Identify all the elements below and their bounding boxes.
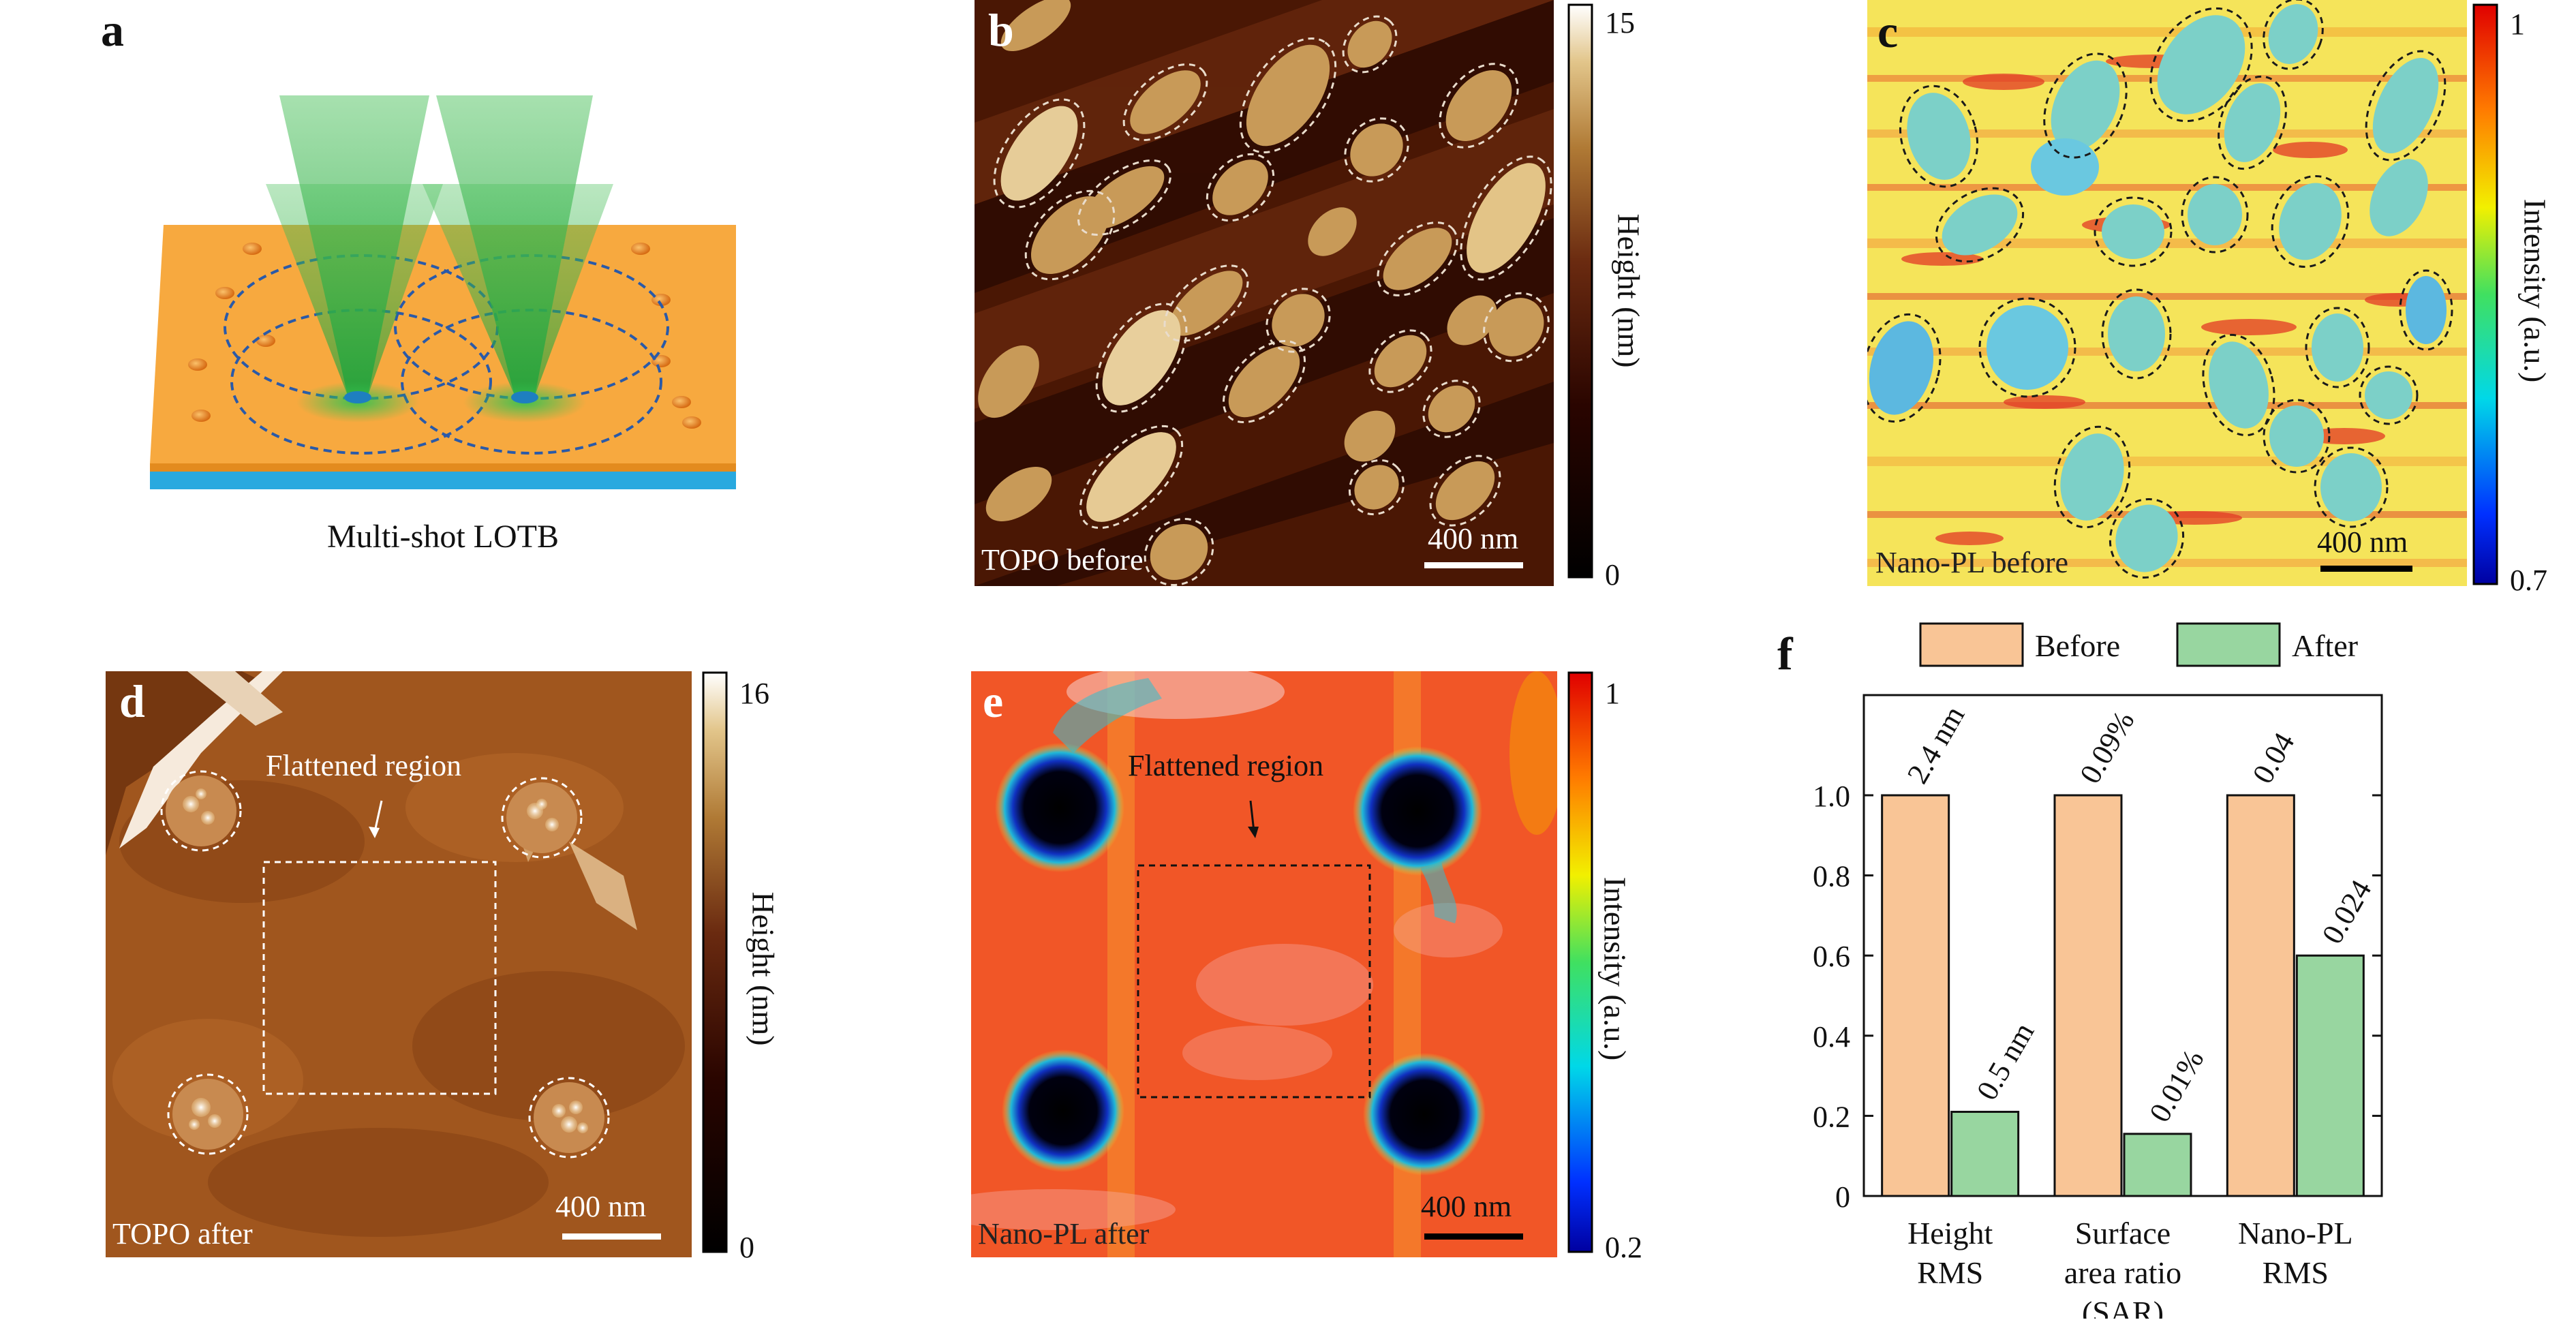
legend-swatch-before: [1919, 622, 2024, 667]
panel-d-cb-title: Height (nm): [746, 891, 781, 1046]
panel-b-image-label: TOPO before: [981, 543, 1144, 577]
legend-label-before: Before: [2035, 628, 2120, 663]
legend-label-after: After: [2292, 628, 2358, 663]
panel-c-scalebar-label: 400 nm: [2317, 525, 2408, 559]
pl-quench-pits: [995, 678, 1486, 1176]
panel-c-cb-title: Intensity (a.u.): [2517, 198, 2553, 383]
bar-before: [2226, 794, 2295, 1197]
panel-d-scalebar-label: 400 nm: [555, 1190, 647, 1223]
panel-b-cb-max: 15: [1605, 6, 1635, 40]
panel-e-cb-max: 1: [1605, 677, 1620, 710]
bar-before: [2053, 794, 2123, 1197]
panel-b-topo-before-image: [975, 0, 1554, 586]
x-tick-label: Nano-PL: [2238, 1216, 2353, 1250]
panel-b-colorbar: [1567, 3, 1593, 579]
arrowhead: [1248, 827, 1259, 838]
arrowhead: [369, 827, 380, 838]
bar-after: [2295, 954, 2365, 1197]
panel-e-nanopl-after-image: [971, 671, 1557, 1257]
x-tick-label: RMS: [2263, 1255, 2329, 1290]
scalebar: [562, 1233, 661, 1240]
panel-e-cb-title: Intensity (a.u.): [1597, 876, 1633, 1061]
flattened-region-box: [1137, 864, 1371, 1099]
panel-d-cb-max: 16: [739, 677, 769, 710]
substrate-edge: [150, 463, 736, 472]
bar-value-label: 0.024: [2316, 874, 2378, 949]
x-tick-label: RMS: [1917, 1255, 1983, 1290]
panel-b-scalebar-label: 400 nm: [1428, 522, 1519, 555]
panel-d-annotation: Flattened region: [266, 749, 462, 782]
grain-outlines: [993, 15, 1552, 586]
panel-a-caption: Multi-shot LOTB: [326, 519, 559, 555]
pl-noise-stripes: [1867, 27, 2467, 567]
x-tick-label: (SAR): [2082, 1295, 2164, 1319]
x-tick-label: Height: [1907, 1216, 1993, 1250]
panel-d-label: d: [119, 675, 145, 727]
panel-c-colorbar: [2472, 3, 2498, 585]
x-tick-label: area ratio: [2064, 1255, 2181, 1290]
panel-b-cb-min: 0: [1605, 558, 1620, 592]
bar-after: [2123, 1133, 2192, 1197]
panel-b-label: b: [988, 4, 1014, 56]
panel-e-label: e: [983, 675, 1004, 727]
bar-value-label: 0.01%: [2143, 1044, 2210, 1128]
topo-grains: [978, 0, 1546, 581]
bar-value-label: 0.09%: [2073, 705, 2141, 789]
panel-c-image-label: Nano-PL before: [1875, 546, 2069, 579]
panel-d-colorbar: [702, 671, 728, 1253]
y-tick-label: 0: [1835, 1180, 1850, 1214]
scalebar: [1424, 1233, 1523, 1240]
bar-value-label: 2.4 nm: [1901, 701, 1972, 789]
lotb-schematic: [150, 95, 736, 489]
y-tick-label: 0.4: [1813, 1020, 1850, 1054]
panel-c-cb-min: 0.7: [2510, 564, 2547, 597]
panel-e-annotation: Flattened region: [1128, 749, 1324, 782]
y-tick-label: 0.2: [1813, 1100, 1850, 1133]
y-tick-label: 0.6: [1813, 940, 1850, 973]
panel-d-cb-min: 0: [739, 1231, 754, 1264]
panel-c-label: c: [1877, 5, 1899, 57]
bar-before: [1881, 794, 1950, 1197]
panel-b-cb-title: Height (nm): [1611, 213, 1646, 368]
y-tick-label: 0.8: [1813, 860, 1850, 893]
panel-e-image-label: Nano-PL after: [978, 1217, 1150, 1250]
panel-d-image-label: TOPO after: [112, 1217, 253, 1250]
x-tick-label: Surface: [2075, 1216, 2171, 1250]
panel-f-bar-chart: Before After 0 0.2 0.4 0.6 0.8 1.0 2.4 nm 0.5 nm H…: [1813, 622, 2383, 1319]
plot-frame: [1862, 694, 2383, 1197]
scalebar: [2320, 566, 2412, 572]
panel-c-cb-max: 1: [2510, 7, 2525, 41]
scalebar: [1424, 562, 1523, 568]
panel-d-topo-after-image: [106, 671, 692, 1257]
substrate-top: [150, 225, 736, 463]
panel-c-nanopl-before-image: [1867, 0, 2467, 586]
ablation-spots: [166, 776, 604, 1153]
panel-e-scalebar-label: 400 nm: [1421, 1190, 1512, 1223]
panel-a-label: a: [101, 4, 124, 56]
panel-e-cb-min: 0.2: [1605, 1231, 1642, 1264]
panel-e-colorbar: [1567, 671, 1593, 1253]
surface-bumps: [188, 243, 701, 429]
spot-outlines: [160, 770, 610, 1158]
bar-value-label: 0.04: [2246, 727, 2301, 789]
laser-beams: [266, 95, 613, 423]
flattened-region-box: [262, 861, 497, 1095]
pl-dark-grains: [1869, 4, 2447, 572]
y-tick-label: 1.0: [1813, 780, 1850, 813]
substrate-blue-layer: [150, 472, 736, 489]
bar-after: [1950, 1111, 2020, 1197]
legend-swatch-after: [2176, 622, 2281, 667]
panel-f-label: f: [1777, 628, 1793, 679]
bar-value-label: 0.5 nm: [1970, 1017, 2041, 1105]
